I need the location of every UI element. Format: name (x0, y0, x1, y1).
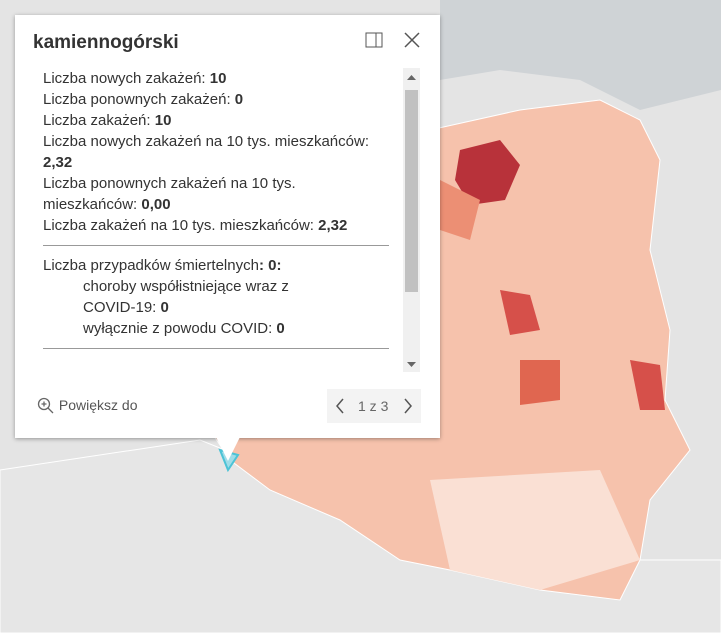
field: wyłącznie z powodu COVID: 0 (33, 318, 343, 339)
field-label: Liczba nowych zakażeń na 10 tys. mieszka… (43, 133, 369, 150)
field-value: : 0: (258, 257, 282, 274)
pagination: 1 z 3 (327, 389, 421, 423)
field-label: Liczba nowych zakażeń: (43, 70, 206, 87)
popup: kamiennogórski Liczba nowych zakażeń: 10… (15, 15, 440, 438)
region (520, 360, 560, 405)
field-value: 2,32 (318, 217, 348, 234)
field: Liczba ponownych zakażeń: 0 (33, 89, 373, 110)
field-label: Liczba ponownych zakażeń na 10 tys. mies… (43, 175, 296, 213)
field-value: 10 (209, 70, 227, 87)
zoom-icon (37, 398, 54, 414)
field-value: 0 (160, 299, 169, 316)
field-label: Liczba przypadków śmiertelnych (43, 257, 259, 274)
divider (43, 245, 389, 246)
field-label: Liczba zakażeń: (43, 112, 151, 129)
popup-actions (365, 32, 420, 48)
field-value: 0 (276, 320, 285, 337)
zoom-label: Powiększ do (58, 397, 138, 413)
sea (440, 0, 721, 110)
field-label: choroby współistniejące wraz z COVID-19: (83, 278, 289, 316)
field: Liczba nowych zakażeń na 10 tys. mieszka… (33, 131, 373, 173)
scroll-arrows (407, 75, 416, 367)
next-button[interactable] (404, 398, 412, 414)
field-value: 10 (154, 112, 172, 129)
region-light (430, 470, 640, 590)
zoom-to[interactable]: Powiększ do (37, 397, 137, 415)
region (500, 290, 540, 335)
pager-arrows (336, 398, 412, 414)
field-list: Liczba nowych zakażeń: 10 Liczba ponownyc… (33, 68, 421, 236)
field-value: 0,00 (141, 196, 171, 213)
popup-pointer (216, 437, 240, 461)
popup-content: Liczba nowych zakażeń: 10 Liczba ponownyc… (33, 68, 421, 372)
divider (43, 348, 389, 349)
field: choroby współistniejące wraz z COVID-19:… (33, 276, 343, 318)
popup-title: kamiennogórski (33, 32, 179, 53)
field: Liczba zakażeń na 10 tys. mieszkańców: 2… (33, 215, 373, 236)
dock-button[interactable] (365, 32, 383, 48)
page-indicator: 1 z 3 (358, 398, 389, 414)
field-value: 2,32 (43, 154, 73, 171)
field: Liczba zakażeń: 10 (33, 110, 373, 131)
close-button[interactable] (404, 32, 420, 48)
scroll-thumb[interactable] (405, 90, 418, 292)
prev-button[interactable] (336, 398, 344, 414)
field: Liczba nowych zakażeń: 10 (33, 68, 373, 89)
region (630, 360, 665, 410)
deaths-field: Liczba przypadków śmiertelnych: 0: (33, 255, 373, 276)
field-label: wyłącznie z powodu COVID: (83, 320, 273, 337)
field-value: 0 (234, 91, 244, 108)
field-label: Liczba zakażeń na 10 tys. mieszkańców: (43, 217, 314, 234)
field-label: Liczba ponownych zakażeń: (43, 91, 231, 108)
field: Liczba ponownych zakażeń na 10 tys. mies… (33, 173, 373, 215)
scrollbar[interactable] (403, 68, 420, 372)
region-dark (455, 140, 520, 205)
deaths-items: choroby współistniejące wraz z COVID-19:… (33, 276, 421, 339)
region (440, 180, 480, 240)
